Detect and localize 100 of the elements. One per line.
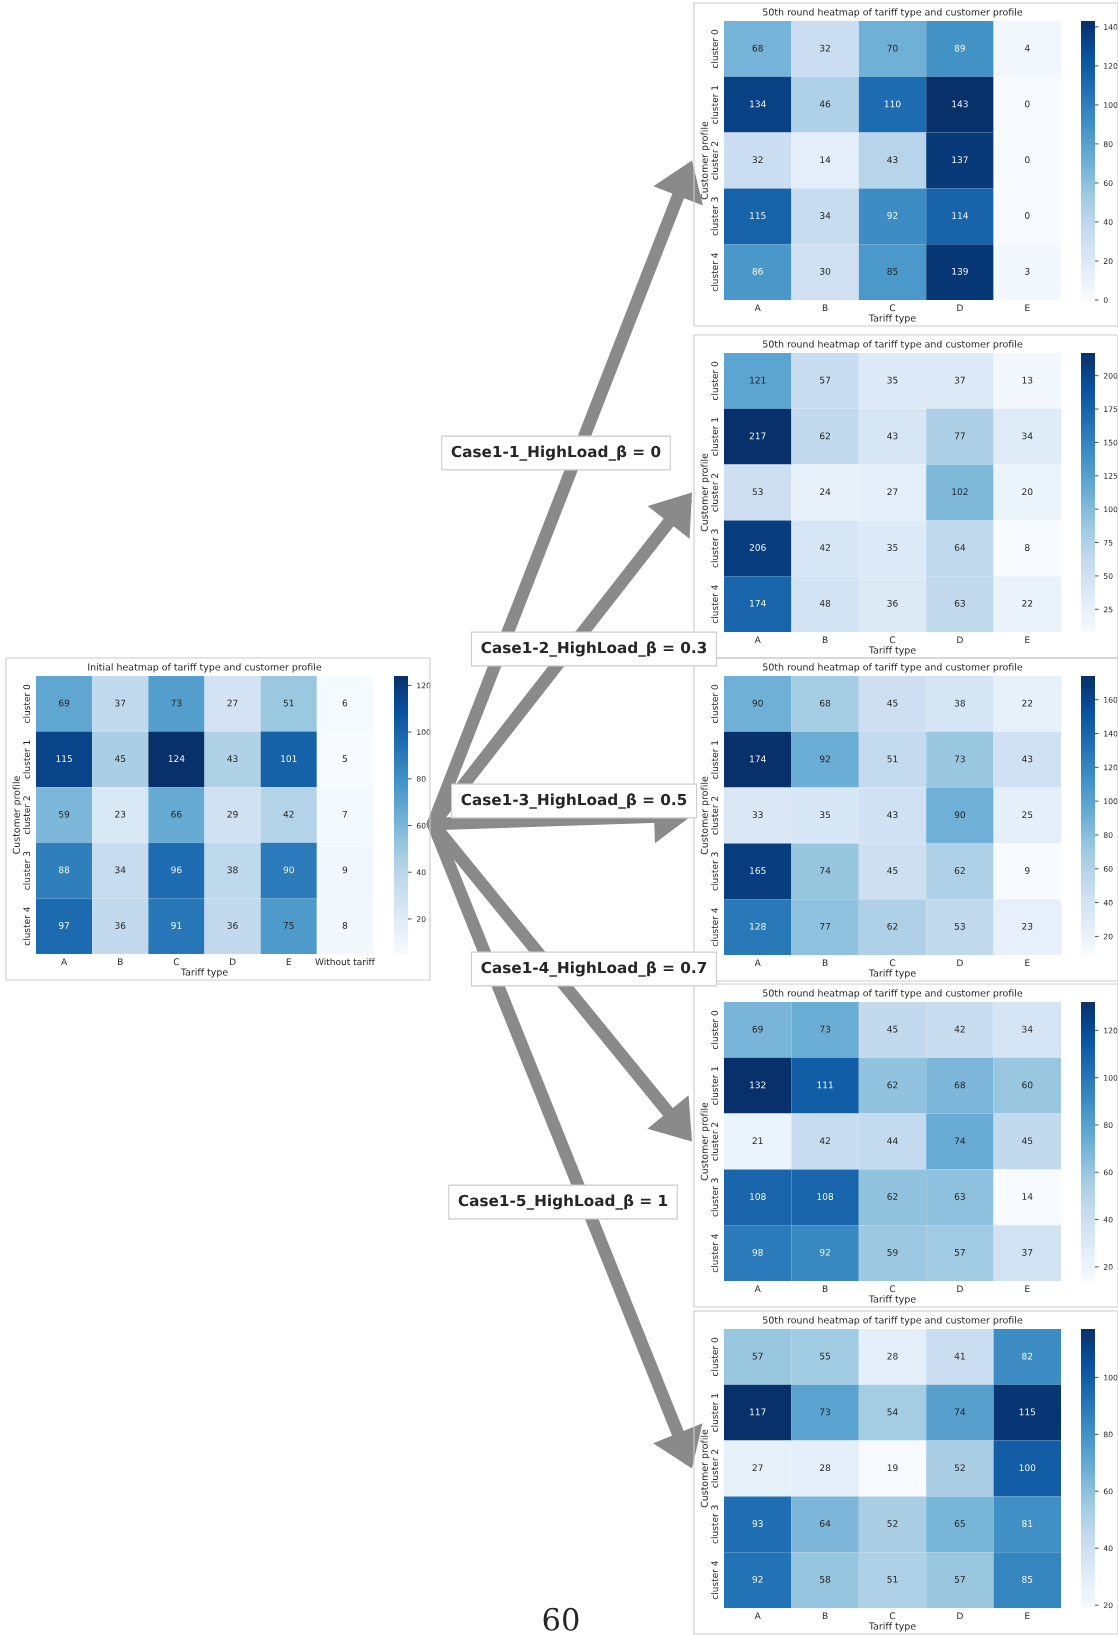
data-label: 32 [820, 44, 830, 52]
data-label: 53 [752, 488, 763, 496]
chart-title: 50th round heatmap of tariff type and customer profile [763, 8, 1023, 18]
data-label: 68 [954, 1081, 966, 1089]
y-tick-label: cluster 3 [711, 529, 719, 568]
data-label: 45 [114, 755, 126, 763]
data-label: 55 [820, 1352, 831, 1360]
data-label: 62 [954, 867, 965, 874]
x-tick-label: C [889, 1612, 896, 1620]
data-label: 111 [817, 1081, 833, 1089]
data-label: 43 [887, 811, 898, 819]
data-label: 81 [1022, 1520, 1033, 1527]
data-label: 38 [954, 699, 966, 707]
data-label: 73 [171, 699, 182, 707]
x-tick-label: D [229, 958, 236, 966]
x-tick-label: B [822, 959, 828, 967]
data-label: 64 [819, 1520, 831, 1527]
y-tick-label: cluster 3 [711, 1505, 719, 1544]
x-axis-title: Tariff type [868, 1622, 916, 1632]
data-label: 64 [954, 544, 966, 551]
data-label: 0 [1025, 212, 1030, 219]
y-tick-label: cluster 0 [711, 29, 719, 69]
y-tick-label: cluster 2 [711, 141, 719, 180]
data-label: 14 [1022, 1193, 1033, 1200]
y-tick-label: cluster 4 [23, 907, 31, 946]
x-tick-label: C [889, 636, 896, 644]
data-label: 8 [1025, 544, 1030, 551]
data-label: 51 [887, 1576, 898, 1583]
chart-title: 50th round heatmap of tariff type and customer profile [763, 340, 1023, 350]
x-axis-title: Tariff type [868, 646, 916, 656]
y-tick-label: cluster 2 [711, 1449, 719, 1488]
data-label: 35 [887, 376, 898, 384]
data-label: 48 [819, 599, 831, 607]
y-tick-label: cluster 4 [711, 252, 719, 292]
data-label: 92 [819, 755, 830, 763]
y-axis-title: Customer profile [700, 1429, 710, 1508]
data-label: 41 [954, 1352, 965, 1360]
data-label: 174 [750, 755, 766, 763]
data-label: 43 [887, 432, 898, 440]
y-tick-label: cluster 0 [711, 1337, 719, 1377]
data-label: 54 [887, 1408, 898, 1416]
x-tick-label: A [754, 636, 761, 644]
data-label: 8 [342, 921, 348, 929]
chart-title: 50th round heatmap of tariff type and customer profile [763, 989, 1023, 999]
data-label: 90 [752, 699, 763, 707]
data-label: 132 [750, 1081, 766, 1089]
data-label: 115 [56, 755, 72, 763]
data-label: 43 [1022, 755, 1033, 763]
data-label: 36 [227, 921, 238, 929]
data-label: 46 [819, 100, 831, 108]
data-label: 22 [1022, 599, 1033, 607]
y-tick-label: cluster 3 [711, 197, 719, 236]
data-label: 59 [887, 1248, 898, 1256]
data-label: 69 [752, 1025, 763, 1033]
data-label: 86 [752, 267, 763, 275]
text: 60 [543, 1607, 579, 1631]
data-label: 3 [1025, 267, 1030, 275]
text: Case1-4_HighLoad_β = 0.7 [481, 961, 707, 977]
data-label: 23 [1022, 922, 1033, 930]
data-label: 82 [1022, 1352, 1033, 1360]
data-label: 65 [954, 1520, 965, 1527]
data-label: 115 [750, 212, 766, 219]
y-tick-label: cluster 2 [711, 1122, 719, 1161]
y-tick-label: cluster 0 [711, 1010, 719, 1050]
data-label: 9 [1025, 867, 1030, 874]
y-tick-label: cluster 1 [711, 85, 719, 124]
data-label: 217 [749, 432, 766, 440]
data-label: 37 [954, 376, 965, 384]
data-label: 165 [750, 867, 766, 874]
data-label: 45 [887, 867, 898, 874]
data-label: 63 [954, 1193, 965, 1200]
y-tick-label: cluster 2 [23, 796, 31, 835]
data-label: 27 [752, 1464, 763, 1471]
data-label: 62 [887, 922, 898, 930]
x-axis-title: Tariff type [868, 314, 916, 324]
x-tick-label: D [957, 1285, 963, 1293]
data-label: 108 [817, 1193, 834, 1200]
data-label: 110 [884, 100, 901, 108]
data-label: 75 [283, 922, 294, 929]
x-tick-label: E [1025, 1285, 1030, 1293]
data-label: 57 [954, 1576, 965, 1583]
data-label: 57 [820, 376, 831, 384]
data-label: 143 [952, 100, 968, 108]
data-label: 74 [954, 1137, 966, 1144]
data-label: 137 [952, 156, 968, 164]
data-label: 62 [887, 1193, 898, 1200]
x-tick-label: D [957, 1612, 963, 1620]
data-label: 73 [820, 1025, 831, 1033]
data-label: 44 [887, 1137, 898, 1144]
data-label: 60 [1022, 1081, 1033, 1089]
data-label: 43 [227, 755, 238, 763]
data-label: 85 [887, 267, 898, 275]
y-tick-label: cluster 0 [711, 361, 719, 401]
y-axis-title: Customer profile [700, 1102, 710, 1181]
x-tick-label: B [822, 636, 828, 644]
data-label: 134 [750, 100, 766, 108]
data-label: 206 [749, 544, 766, 551]
data-label: 21 [752, 1137, 763, 1144]
data-label: 91 [171, 921, 182, 929]
data-label: 68 [752, 44, 763, 52]
